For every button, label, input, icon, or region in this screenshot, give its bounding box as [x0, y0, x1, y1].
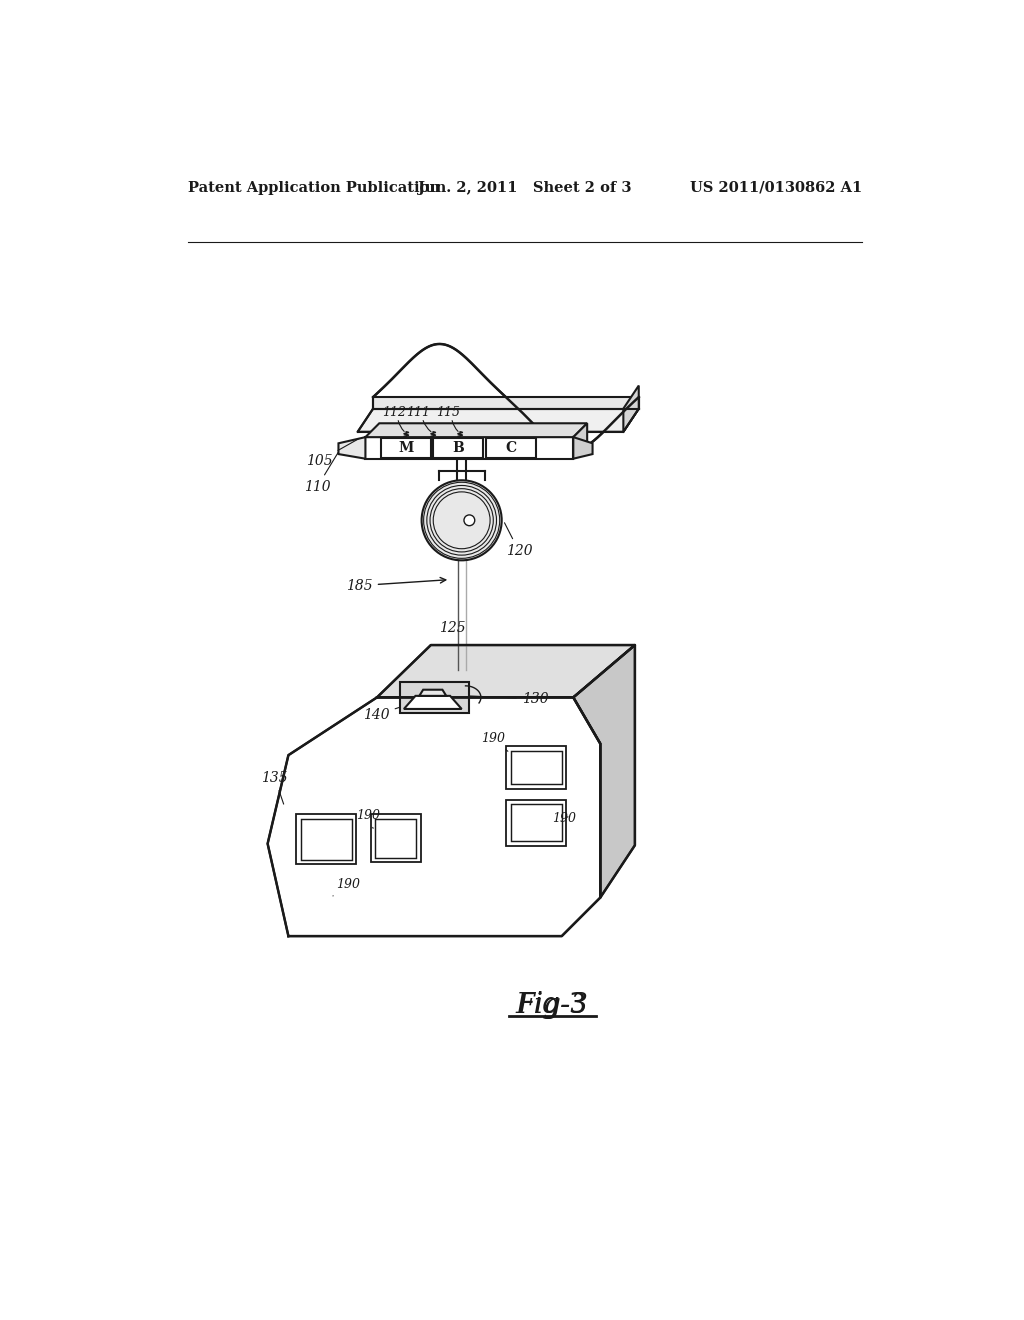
Text: US 2011/0130862 A1: US 2011/0130862 A1	[690, 181, 862, 194]
Text: 112: 112	[382, 407, 406, 418]
Text: 185: 185	[346, 577, 445, 593]
Text: 111: 111	[407, 407, 430, 418]
Polygon shape	[357, 409, 639, 432]
Polygon shape	[339, 437, 366, 459]
Ellipse shape	[464, 515, 475, 525]
Polygon shape	[366, 424, 587, 437]
Bar	[511, 804, 562, 841]
Ellipse shape	[422, 480, 502, 561]
Bar	[371, 814, 421, 862]
Text: 140: 140	[364, 708, 399, 722]
Polygon shape	[377, 645, 635, 697]
Polygon shape	[624, 397, 639, 432]
Text: 115: 115	[436, 407, 460, 418]
Text: 190: 190	[355, 809, 380, 829]
Polygon shape	[573, 437, 593, 459]
Text: Jun. 2, 2011   Sheet 2 of 3: Jun. 2, 2011 Sheet 2 of 3	[418, 181, 632, 194]
Polygon shape	[373, 397, 639, 409]
Bar	[301, 818, 351, 859]
Text: Patent Application Publication: Patent Application Publication	[188, 181, 440, 194]
Text: C: C	[505, 441, 516, 455]
Text: 130: 130	[470, 692, 548, 706]
Bar	[506, 800, 566, 846]
Text: 190: 190	[333, 878, 359, 896]
Text: B: B	[453, 441, 464, 455]
Bar	[376, 818, 416, 858]
Text: 190: 190	[481, 733, 508, 751]
Bar	[506, 746, 566, 789]
Text: 105: 105	[306, 438, 359, 467]
Bar	[296, 814, 356, 865]
Bar	[433, 438, 483, 458]
Text: 110: 110	[304, 451, 339, 494]
Polygon shape	[366, 437, 573, 459]
Polygon shape	[419, 689, 446, 696]
Text: Fig-3: Fig-3	[515, 991, 588, 1019]
Text: 120: 120	[505, 523, 532, 558]
Text: 135: 135	[261, 771, 288, 804]
Polygon shape	[573, 424, 587, 459]
Text: M: M	[398, 441, 414, 455]
Bar	[381, 438, 431, 458]
Bar	[485, 438, 536, 458]
Bar	[511, 751, 562, 784]
Polygon shape	[573, 645, 635, 898]
Polygon shape	[400, 682, 469, 713]
Polygon shape	[373, 345, 639, 450]
Text: 125: 125	[438, 620, 465, 635]
Text: $\mathit{Fig}$-$3$: $\mathit{Fig}$-$3$	[518, 990, 586, 1022]
Polygon shape	[403, 696, 462, 709]
Polygon shape	[624, 385, 639, 432]
Text: 190: 190	[553, 812, 577, 825]
Polygon shape	[267, 697, 600, 936]
